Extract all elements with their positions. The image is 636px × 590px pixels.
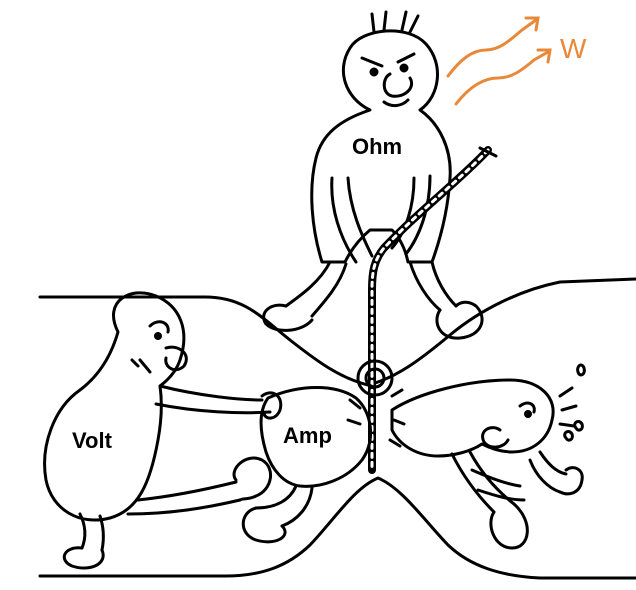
heat-wave-upper [446,18,538,78]
amp-body [259,386,373,488]
squeezed-character [390,363,586,550]
pipe-bottom-wall [38,476,636,580]
heat-waves [446,16,552,106]
power-label: W [560,33,587,64]
volt-label: Volt [72,428,112,453]
rope-knot [356,359,394,397]
rope [356,146,498,474]
amp-label: Amp [283,423,332,448]
ohm-character [262,10,484,340]
ohm-body [310,29,452,264]
heat-wave-lower [454,50,550,106]
volt-character [43,291,283,570]
amp-character [241,386,406,544]
conductor-pipe [38,277,636,580]
ohm-label: Ohm [352,134,403,159]
squeezed-body [390,378,555,458]
volt-body [43,291,186,522]
